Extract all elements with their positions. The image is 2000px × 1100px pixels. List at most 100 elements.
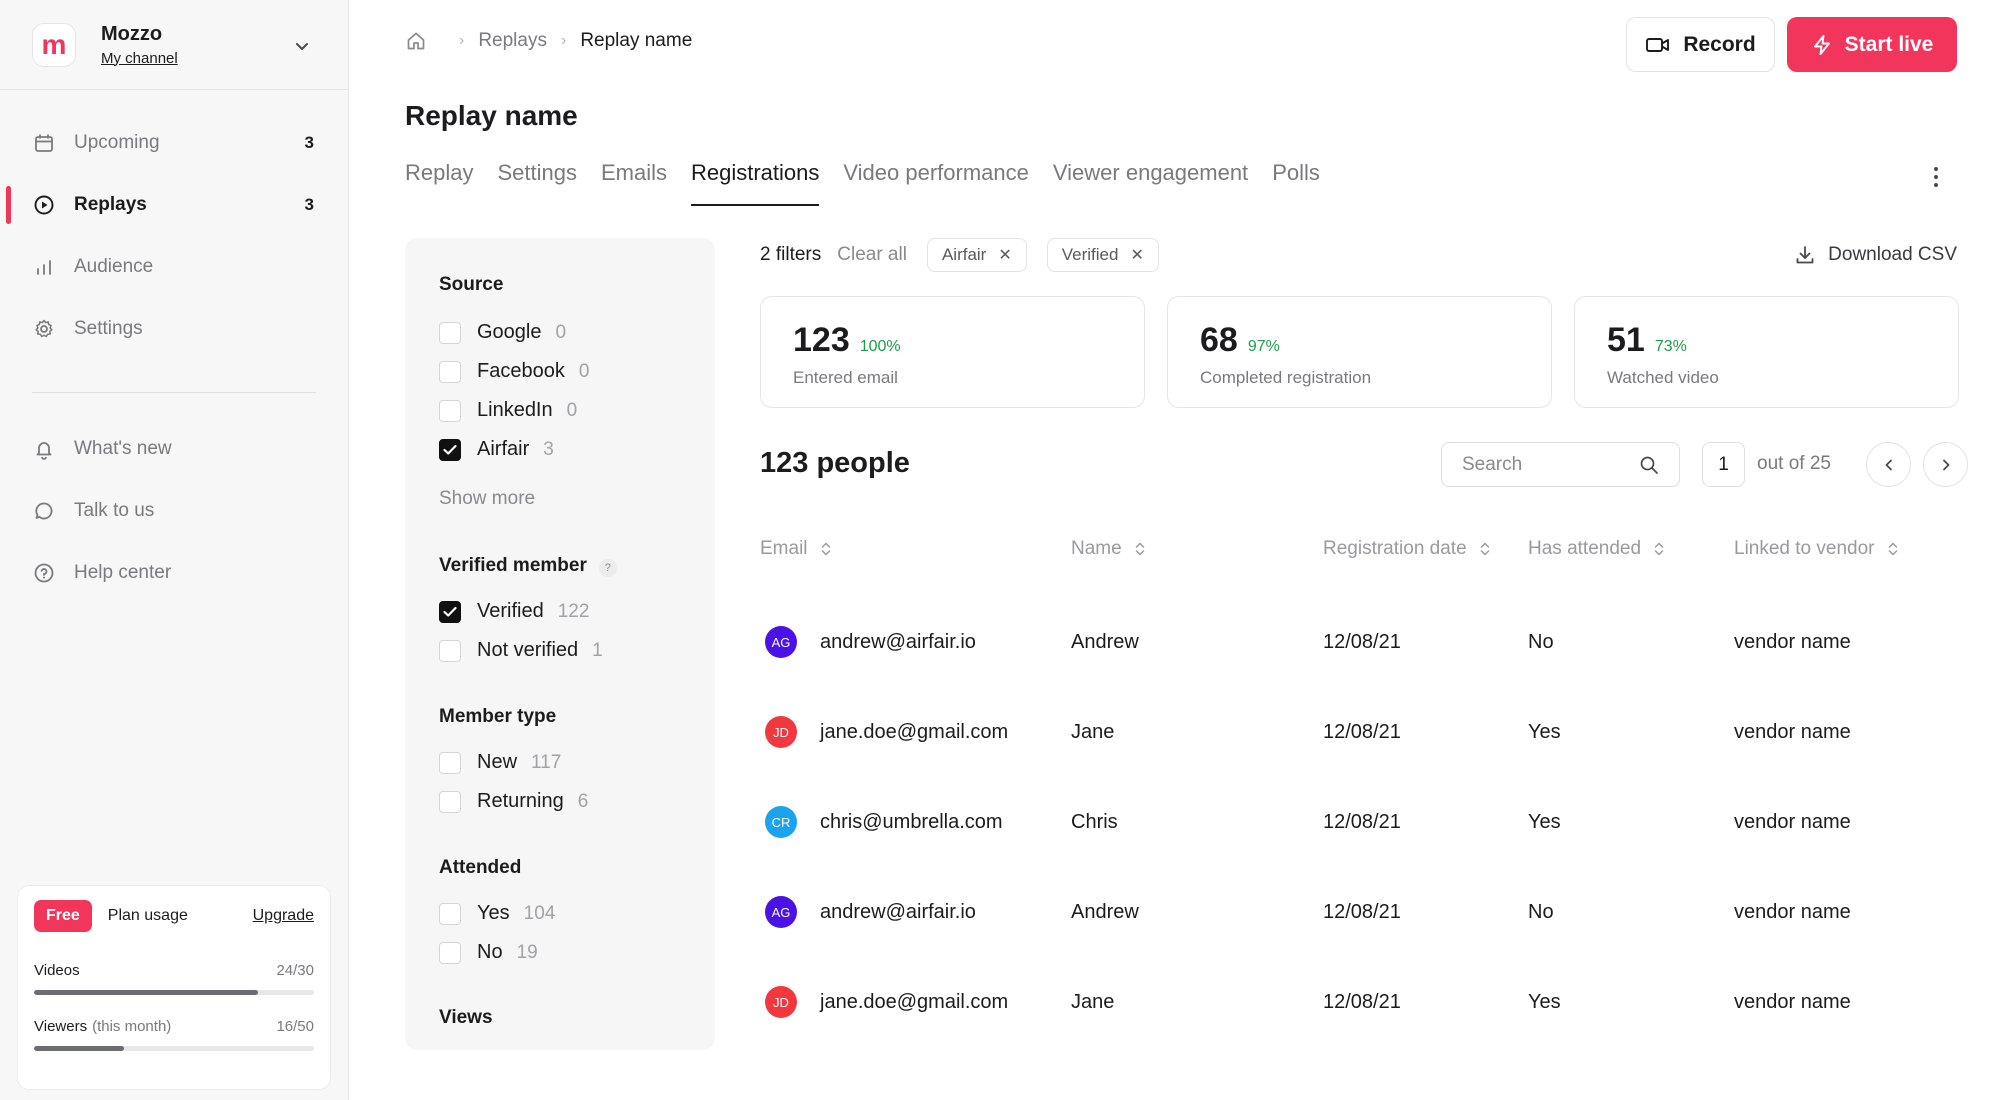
record-button[interactable]: Record xyxy=(1626,17,1775,72)
filter-section-views: Views xyxy=(439,1007,493,1028)
table-row[interactable]: JD jane.doe@gmail.com Jane 12/08/21 Yes … xyxy=(0,687,2000,777)
filter-option-label: Verified xyxy=(477,600,544,622)
previous-page-button[interactable] xyxy=(1866,442,1911,487)
checkbox-checked[interactable] xyxy=(439,438,461,461)
checkbox[interactable] xyxy=(439,902,461,925)
page-title: Replay name xyxy=(405,100,578,131)
tab-replay[interactable]: Replay xyxy=(405,160,474,185)
stat-values: 123 100% xyxy=(793,321,1112,360)
next-page-button[interactable] xyxy=(1923,442,1968,487)
filter-option-label: No xyxy=(477,941,503,963)
table-row[interactable]: AG andrew@airfair.io Andrew 12/08/21 No … xyxy=(0,597,2000,687)
home-icon[interactable] xyxy=(405,30,427,52)
download-csv-button[interactable]: Download CSV xyxy=(1794,244,1957,266)
checkbox-checked[interactable] xyxy=(439,600,461,623)
checkbox[interactable] xyxy=(439,399,461,422)
viewers-usage-bar xyxy=(34,1046,314,1051)
cell-registration-date: 12/08/21 xyxy=(1323,630,1401,653)
cell-vendor: vendor name xyxy=(1734,630,1851,653)
cell-has-attended: Yes xyxy=(1528,720,1561,743)
chevron-down-icon[interactable] xyxy=(292,36,312,56)
chevron-left-icon xyxy=(1885,459,1892,470)
column-header-linked-to-vendor[interactable]: Linked to vendor xyxy=(1734,538,1899,560)
sidebar-item-settings[interactable]: Settings xyxy=(0,298,348,360)
sidebar-item-audience[interactable]: Audience xyxy=(0,236,348,298)
checkbox[interactable] xyxy=(439,321,461,344)
filter-option-returning[interactable]: Returning 6 xyxy=(439,790,588,813)
videos-usage: Videos 24/30 xyxy=(34,962,314,995)
checkbox[interactable] xyxy=(439,941,461,964)
upgrade-link[interactable]: Upgrade xyxy=(252,907,314,924)
filter-option-new[interactable]: New 117 xyxy=(439,751,561,774)
filter-option-count: 122 xyxy=(557,600,590,622)
start-live-button[interactable]: Start live xyxy=(1787,17,1957,72)
filter-option-not-verified[interactable]: Not verified 1 xyxy=(439,639,603,662)
checkbox[interactable] xyxy=(439,639,461,662)
channel-switcher[interactable]: m Mozzo My channel xyxy=(0,0,348,90)
sidebar: m Mozzo My channel Upcoming 3 Rep xyxy=(0,0,349,1100)
table-row[interactable]: JD jane.doe@gmail.com Jane 12/08/21 Yes … xyxy=(0,957,2000,1047)
filter-chip-label: Verified xyxy=(1061,245,1119,264)
checkbox[interactable] xyxy=(439,790,461,813)
stat-value: 123 xyxy=(793,321,850,359)
sidebar-item-replays[interactable]: Replays 3 xyxy=(0,174,348,236)
filter-option-label: Not verified xyxy=(477,639,579,661)
tab-polls[interactable]: Polls xyxy=(1272,160,1320,185)
filter-option-count: 3 xyxy=(543,438,554,460)
filter-option-attended-yes[interactable]: Yes 104 xyxy=(439,902,555,925)
search-input[interactable]: Search xyxy=(1441,442,1680,487)
cell-vendor: vendor name xyxy=(1734,990,1851,1013)
people-count-title: 123 people xyxy=(760,447,910,479)
tab-settings[interactable]: Settings xyxy=(497,160,577,185)
filter-option-google[interactable]: Google 0 xyxy=(439,321,566,344)
sidebar-item-help-center[interactable]: Help center xyxy=(0,542,348,604)
page-number-input[interactable]: 1 xyxy=(1702,442,1745,487)
filter-option-verified[interactable]: Verified 122 xyxy=(439,600,589,623)
plan-usage-title: Plan usage xyxy=(107,907,188,924)
stat-card-completed-registration: 68 97% Completed registration xyxy=(1167,296,1552,408)
filter-option-airfair[interactable]: Airfair 3 xyxy=(439,438,554,461)
column-header-registration-date[interactable]: Registration date xyxy=(1323,538,1491,560)
tab-video-performance[interactable]: Video performance xyxy=(843,160,1029,185)
sidebar-item-talk-to-us[interactable]: Talk to us xyxy=(0,480,348,542)
more-options-icon[interactable] xyxy=(1926,164,1946,190)
cell-registration-date: 12/08/21 xyxy=(1323,810,1401,833)
stat-label: Entered email xyxy=(793,368,898,387)
checkbox[interactable] xyxy=(439,751,461,774)
cell-email: AG andrew@airfair.io xyxy=(765,867,976,957)
filter-option-facebook[interactable]: Facebook 0 xyxy=(439,360,589,383)
tab-emails[interactable]: Emails xyxy=(600,160,667,185)
table-row[interactable]: CR chris@umbrella.com Chris 12/08/21 Yes… xyxy=(0,777,2000,867)
column-header-has-attended[interactable]: Has attended xyxy=(1528,538,1665,560)
channel-link[interactable]: My channel xyxy=(101,49,178,67)
videos-usage-fill xyxy=(34,990,258,995)
filter-count: 2 filters xyxy=(760,244,822,265)
filter-option-linkedin[interactable]: LinkedIn 0 xyxy=(439,399,577,422)
viewers-usage: Viewers (this month) 16/50 xyxy=(34,1018,314,1051)
help-icon[interactable]: ? xyxy=(598,559,617,577)
table-row[interactable]: AG andrew@airfair.io Andrew 12/08/21 No … xyxy=(0,867,2000,957)
close-icon[interactable]: ✕ xyxy=(998,247,1012,264)
sidebar-item-upcoming[interactable]: Upcoming 3 xyxy=(0,112,348,174)
clear-all-button[interactable]: Clear all xyxy=(837,244,907,265)
column-header-email[interactable]: Email xyxy=(760,538,832,560)
filter-option-count: 1 xyxy=(592,639,603,661)
search-placeholder: Search xyxy=(1462,453,1523,475)
breadcrumb-replays[interactable]: Replays xyxy=(478,30,547,51)
viewers-usage-sub: (this month) xyxy=(92,1018,172,1035)
checkbox[interactable] xyxy=(439,360,461,383)
email-text: jane.doe@gmail.com xyxy=(820,990,1009,1013)
column-header-name[interactable]: Name xyxy=(1071,538,1146,560)
viewers-usage-fill xyxy=(34,1046,124,1051)
tab-registrations[interactable]: Registrations xyxy=(691,160,820,206)
filter-option-attended-no[interactable]: No 19 xyxy=(439,941,538,964)
sidebar-item-count: 3 xyxy=(304,133,314,152)
stat-values: 68 97% xyxy=(1200,321,1519,360)
show-more-link[interactable]: Show more xyxy=(439,488,536,509)
sidebar-item-whats-new[interactable]: What's new xyxy=(0,418,348,480)
cell-registration-date: 12/08/21 xyxy=(1323,900,1401,923)
viewers-usage-value: 16/50 xyxy=(276,1018,314,1035)
videos-usage-bar xyxy=(34,990,314,995)
tab-viewer-engagement[interactable]: Viewer engagement xyxy=(1052,160,1249,185)
close-icon[interactable]: ✕ xyxy=(1130,247,1144,264)
